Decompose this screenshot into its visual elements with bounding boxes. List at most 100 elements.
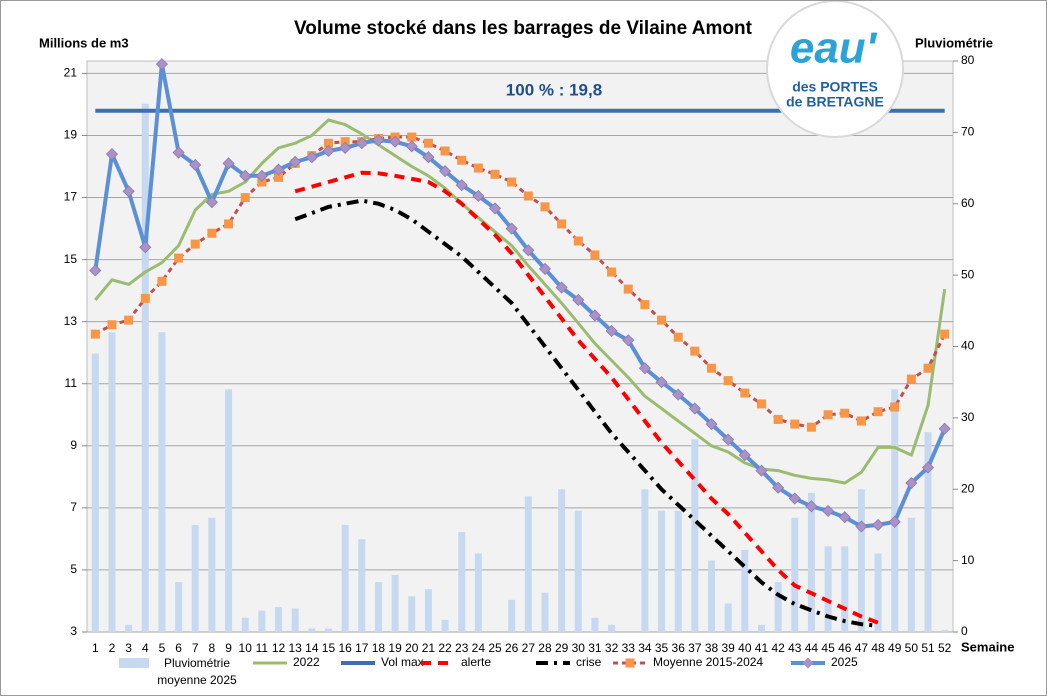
marker (722, 433, 735, 446)
bar (757, 624, 765, 632)
x-tick-label: 48 (871, 641, 885, 655)
x-tick-label: 52 (938, 641, 952, 655)
marker (322, 144, 335, 158)
marker (272, 163, 285, 176)
marker (355, 137, 368, 150)
bar (841, 546, 849, 632)
y-tick-label: 13 (64, 314, 78, 328)
marker (657, 315, 667, 325)
marker (755, 464, 768, 477)
legend-swatch (119, 658, 149, 668)
marker (890, 402, 900, 412)
marker (723, 376, 733, 386)
legend-label: crise (576, 655, 602, 669)
marker (423, 138, 433, 148)
bar (208, 517, 216, 632)
marker (888, 515, 901, 528)
x-tick-label: 13 (288, 641, 302, 655)
x-tick-label: 30 (572, 641, 586, 655)
legend-label-box: Pluviométrie moyenne 2025 (157, 656, 236, 687)
marker (255, 169, 268, 182)
x-tick-label: 16 (338, 641, 352, 655)
x-tick-label: 35 (655, 641, 669, 655)
marker (738, 449, 751, 462)
logo-line1: des PORTES (792, 79, 878, 95)
marker (688, 402, 701, 415)
x-tick-label: 36 (672, 641, 686, 655)
x-tick-label: 39 (721, 641, 735, 655)
marker (274, 172, 284, 182)
bar (508, 599, 516, 632)
x-tick-label: 23 (455, 641, 469, 655)
marker (773, 414, 783, 424)
logo-line2: de BRETAGNE (786, 94, 884, 110)
marker (840, 408, 850, 418)
y2-tick-label: 60 (961, 196, 975, 210)
line (94, 118, 947, 485)
marker (921, 461, 935, 474)
y2-tick-label: 80 (961, 53, 975, 67)
marker (523, 191, 533, 201)
marker (822, 504, 835, 518)
x-axis-title: Semaine (961, 639, 1014, 654)
bar (441, 619, 449, 632)
bar (791, 517, 799, 632)
marker (790, 419, 800, 429)
x-tick-label: 29 (555, 641, 569, 655)
marker (707, 363, 717, 373)
bar (741, 549, 749, 632)
annotation: 100 % : 19,8 (506, 80, 602, 99)
bar (891, 389, 899, 632)
bar (941, 629, 949, 632)
bar (308, 628, 316, 632)
bar (391, 574, 399, 632)
marker (507, 177, 517, 187)
marker (488, 202, 502, 215)
marker (923, 363, 933, 373)
x-tick-label: 10 (239, 641, 253, 655)
bar (774, 582, 782, 632)
x-tick-label: 12 (272, 641, 286, 655)
marker (472, 189, 485, 203)
bar (275, 607, 283, 632)
x-tick-label: 44 (805, 641, 819, 655)
y-tick-label: 15 (64, 252, 78, 266)
logo-main: eau' (790, 24, 878, 73)
marker (457, 155, 467, 165)
marker (222, 157, 235, 170)
x-tick-label: 50 (905, 641, 919, 655)
bar (658, 510, 666, 632)
bar (241, 617, 249, 632)
marker (622, 334, 635, 347)
x-tick-label: 51 (921, 641, 935, 655)
marker (838, 511, 851, 524)
marker (440, 146, 450, 156)
x-tick-label: 27 (522, 641, 536, 655)
x-tick-label: 11 (256, 641, 269, 655)
bar (907, 517, 915, 632)
x-tick-label: 19 (388, 641, 402, 655)
marker (139, 241, 152, 254)
marker (938, 422, 951, 435)
marker (340, 137, 350, 147)
y2-tick-label: 10 (961, 553, 975, 567)
marker (640, 300, 650, 310)
y-tick-label: 11 (65, 376, 78, 390)
legend-marker (625, 658, 635, 668)
marker (205, 196, 218, 209)
marker (339, 141, 352, 154)
x-tick-label: 40 (738, 641, 752, 655)
x-tick-label: 33 (622, 641, 636, 655)
marker (407, 132, 417, 142)
marker (538, 262, 552, 275)
y2-axis-title: Pluviométrie (915, 35, 993, 50)
x-tick-label: 21 (422, 641, 436, 655)
marker (140, 293, 150, 303)
plot-area (86, 60, 954, 633)
legend-label: alerte (461, 655, 491, 669)
y-tick-label: 3 (70, 624, 77, 638)
marker (572, 293, 585, 307)
marker (823, 410, 833, 420)
